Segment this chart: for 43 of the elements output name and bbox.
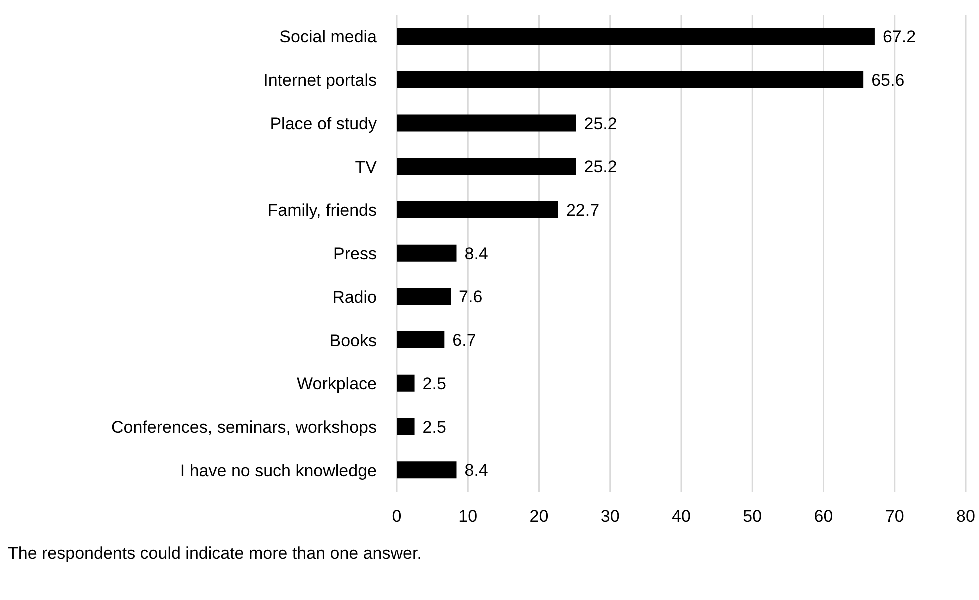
x-tick-label: 20 xyxy=(530,507,549,526)
data-label: 8.4 xyxy=(464,461,488,480)
text: The respondents could indicate more than one answer. xyxy=(8,544,423,564)
x-tick-label: 40 xyxy=(672,507,691,526)
data-label: 25.2 xyxy=(584,158,618,177)
y-tick-label: Family, friends xyxy=(268,201,377,220)
bar xyxy=(397,158,576,176)
y-tick-label: Press xyxy=(334,244,377,264)
bar xyxy=(397,71,864,88)
x-tick-label: 50 xyxy=(743,507,762,526)
data-label: 2.5 xyxy=(422,418,446,437)
data-label: 67.2 xyxy=(882,28,916,47)
x-tick-label: 30 xyxy=(600,507,620,526)
x-tick-label: 10 xyxy=(458,507,478,526)
bar xyxy=(397,332,445,349)
bar xyxy=(397,418,415,436)
data-label: 2.5 xyxy=(422,374,446,394)
data-label: 7.6 xyxy=(459,288,483,307)
data-label: 65.6 xyxy=(872,70,905,90)
x-tick-label: 60 xyxy=(814,507,834,526)
bar xyxy=(397,28,875,45)
bar xyxy=(397,288,452,306)
x-tick-label: 70 xyxy=(885,507,904,526)
bar xyxy=(397,462,457,479)
data-label: 22.7 xyxy=(566,200,600,220)
bar xyxy=(397,114,576,132)
data-label: 25.2 xyxy=(584,114,618,134)
y-tick-label: Internet portals xyxy=(264,71,377,90)
y-tick-label: Workplace xyxy=(297,374,377,394)
y-tick-label: Radio xyxy=(332,288,377,307)
x-tick-label: 0 xyxy=(392,507,402,526)
data-label: 8.4 xyxy=(464,244,488,264)
bar xyxy=(397,244,457,262)
y-tick-label: Social media xyxy=(280,28,378,47)
y-tick-label: I have no such knowledge xyxy=(180,461,377,480)
y-tick-label: Conferences, seminars, workshops xyxy=(111,418,377,437)
y-tick-label: Books xyxy=(330,331,377,350)
bar xyxy=(397,201,558,218)
bar xyxy=(397,374,415,392)
y-tick-label: Place of study xyxy=(270,114,378,134)
y-tick-label: TV xyxy=(355,158,378,177)
x-tick-label: 80 xyxy=(956,507,976,526)
data-label: 6.7 xyxy=(452,331,476,350)
